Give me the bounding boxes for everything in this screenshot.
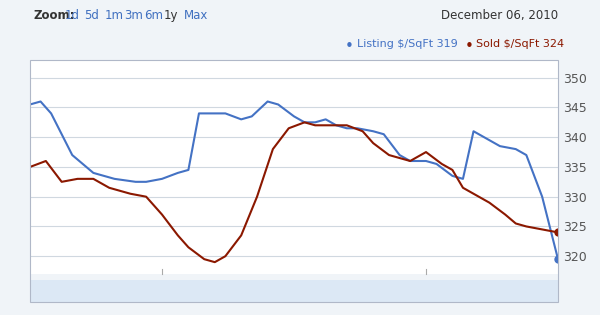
Text: 1d: 1d: [65, 9, 80, 22]
Text: 5d: 5d: [85, 9, 100, 22]
Text: •: •: [345, 39, 354, 54]
Text: 3m: 3m: [124, 9, 143, 22]
Text: 1y: 1y: [164, 9, 178, 22]
Text: Zoom:: Zoom:: [33, 9, 74, 22]
Text: December 06, 2010: December 06, 2010: [441, 9, 558, 22]
Text: 1m: 1m: [104, 9, 124, 22]
Text: •: •: [465, 39, 474, 54]
Text: Listing $/SqFt 319: Listing $/SqFt 319: [357, 39, 458, 49]
Text: Sold $/SqFt 324: Sold $/SqFt 324: [476, 39, 564, 49]
Text: Max: Max: [184, 9, 208, 22]
Text: 6m: 6m: [144, 9, 163, 22]
